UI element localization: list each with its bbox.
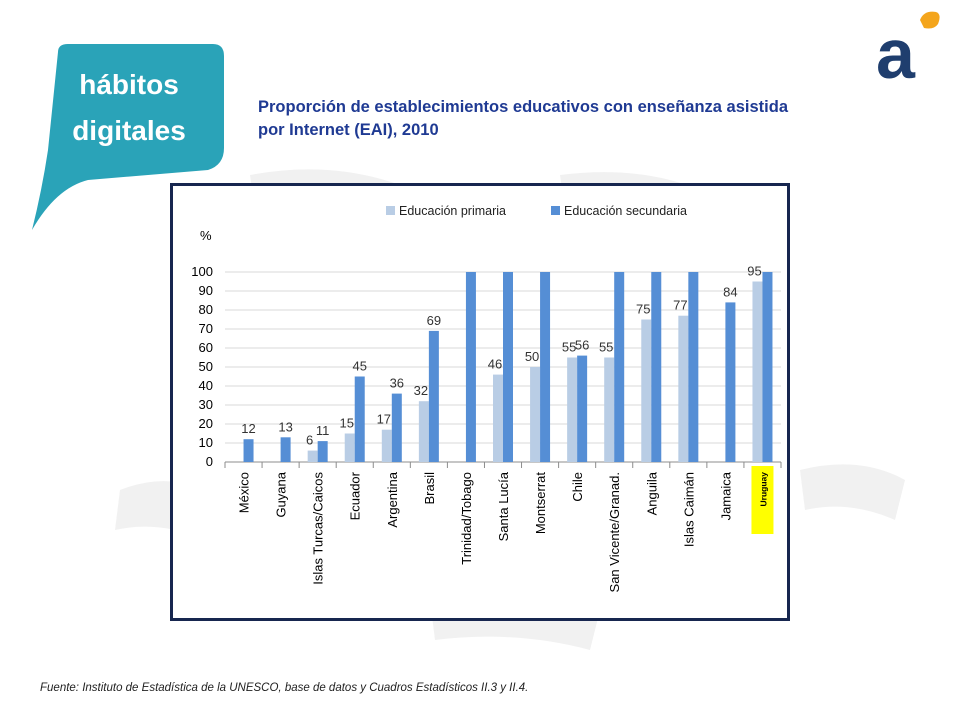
x-tick-label: Trinidad/Tobago [459,472,474,565]
x-tick-label: Uruguay [758,472,768,507]
y-tick-label: 40 [199,378,213,393]
bar-secundaria [280,437,291,462]
data-label-secundaria: 13 [278,419,292,434]
data-label-primaria: 32 [414,383,428,398]
logo-letter: a [876,15,916,86]
legend-label: Educación primaria [399,204,506,218]
data-label-primaria: 95 [747,264,761,279]
bar-secundaria [465,272,476,462]
data-label-primaria: 17 [377,412,391,427]
bar-secundaria [688,272,699,462]
y-axis-label: % [200,228,212,243]
x-tick-label: Santa Lucía [496,471,511,541]
bar-primaria [567,357,578,462]
y-tick-label: 60 [199,340,213,355]
data-label-secundaria: 12 [241,421,255,436]
data-label-primaria: 15 [339,416,353,431]
data-label-secundaria: 69 [427,313,441,328]
x-tick-label: Montserrat [533,472,548,535]
highlight-box [751,466,774,534]
bar-secundaria [503,272,513,462]
y-tick-label: 20 [199,416,213,431]
legend-label: Educación secundaria [564,204,687,218]
x-tick-label: Ecuador [348,471,363,520]
data-label-primaria: 77 [673,298,687,313]
bar-secundaria [428,330,439,462]
bar-secundaria [725,302,736,462]
y-tick-label: 30 [199,397,213,412]
legend-swatch [551,206,560,215]
bar-primaria [493,374,503,462]
data-label-secundaria: 36 [390,376,404,391]
chart-frame: % 0 10 20 30 40 50 60 70 80 90 100 Educación primari… [170,183,790,621]
bar-secundaria [762,272,773,462]
badge-line-2: digitales [72,115,186,146]
x-tick-label: San Vicente/Granad. [607,472,622,592]
y-tick-label: 90 [199,283,213,298]
brand-logo: a [876,11,940,86]
bar-secundaria [577,355,588,462]
data-label-primaria: 6 [306,433,313,448]
data-label-secundaria: 56 [575,338,589,353]
y-tick-label: 0 [206,454,213,469]
bar-primaria [752,281,763,462]
data-label-primaria: 55 [599,340,613,355]
data-label-primaria: 75 [636,302,650,317]
bar-primaria [418,401,429,462]
badge-label: hábitos digitales [44,62,214,154]
x-tick-label: Anguila [644,471,659,515]
data-label-primaria: 46 [488,357,502,372]
x-tick-label: Guyana [274,471,289,517]
x-tick-label: México [237,472,252,513]
habitos-digitales-badge [32,44,224,230]
data-label-secundaria: 11 [316,423,330,438]
bar-secundaria [243,439,254,462]
logo-accent-shape [920,11,940,29]
legend-swatch [386,206,395,215]
bar-secundaria [354,376,365,462]
bar-primaria [344,433,355,462]
x-tick-label: Jamaica [718,471,733,520]
bar-secundaria [651,272,662,462]
bar-primaria [641,319,652,462]
y-tick-label: 100 [191,264,213,279]
x-tick-label: Islas Turcas/Caicos [311,472,326,585]
bar-primaria [604,357,615,462]
data-label-secundaria: 84 [723,284,737,299]
bar-secundaria [614,272,625,462]
bar-primaria [530,367,541,462]
bar-secundaria [317,441,328,462]
bar-primaria [678,315,689,462]
y-tick-label: 50 [199,359,213,374]
bar-chart: % 0 10 20 30 40 50 60 70 80 90 100 Educación primari… [191,204,782,592]
y-tick-label: 80 [199,302,213,317]
bar-primaria [381,429,392,462]
bar-primaria [307,450,318,462]
x-tick-label: Chile [570,472,585,502]
bar-secundaria [540,272,551,462]
x-tick-label: Islas Caimán [681,472,696,547]
bar-secundaria [391,393,402,462]
data-label-primaria: 50 [525,349,539,364]
data-label-secundaria: 45 [352,359,366,374]
y-tick-label: 70 [199,321,213,336]
x-tick-label: Brasil [422,472,437,505]
data-label-primaria: 55 [562,340,576,355]
x-tick-label: Argentina [385,471,400,527]
y-tick-label: 10 [199,435,213,450]
chart-title: Proporción de establecimientos educativo… [258,98,788,139]
badge-line-1: hábitos [79,69,179,100]
source-note: Fuente: Instituto de Estadística de la U… [40,682,529,694]
